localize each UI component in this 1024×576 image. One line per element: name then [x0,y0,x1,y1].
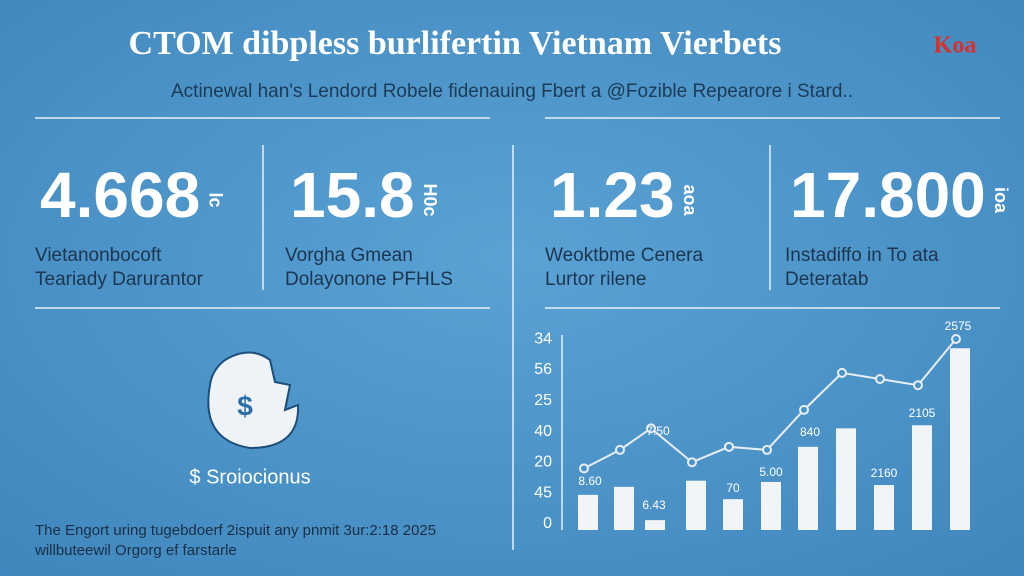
stat-unit: H0c [420,183,440,216]
y-tick-label: 56 [534,361,552,378]
line-point [837,367,847,378]
stat-unit: lc [205,192,225,207]
svg-text:$: $ [237,390,253,421]
bar [798,446,818,530]
stat-caption: Teariady Darurantor [35,269,204,290]
bar [761,481,781,530]
stat-caption: Lurtor rilene [545,269,646,290]
footer-line: The Engort uring tugebdoerf 2ispuit any … [35,522,436,539]
line-point [799,404,809,415]
annotation: 70 [726,481,740,495]
dividers [35,117,1000,550]
money-icon: $ [207,351,300,450]
stat-caption: Dolayonone PFHLS [285,269,453,290]
stat-unit: ioa [991,187,1011,214]
footer-line: willbuteewil Orgorg ef farstarle [34,542,237,559]
stat-caption: Vorgha Gmean [285,245,413,266]
bar [836,428,856,530]
y-tick-label: 25 [534,392,552,409]
stat-caption: Deteratab [785,269,868,290]
stat-number: 17.800 [790,159,986,231]
icon-caption: $ Sroiocionus [189,466,310,488]
title: CTOM dibpless burlifertin Vietnam Vierbe… [129,25,782,62]
bar [874,485,894,530]
annotation: 2105 [909,406,936,420]
line-point [646,423,656,434]
y-tick-label: 34 [534,330,552,347]
line-point [875,374,885,385]
line-point [579,463,589,474]
y-tick-label: 45 [534,484,552,501]
y-tick-label: 20 [534,454,552,471]
y-tick-label: 0 [543,515,552,532]
bar [950,348,970,530]
y-tick-label: 40 [534,423,552,440]
annotation: 5.00 [759,465,783,479]
bar [723,499,743,530]
bar [578,494,598,530]
annotation: 6.43 [642,498,666,512]
line-point [724,441,734,452]
stat-caption: Weoktbme Cenera [545,245,703,266]
annotation: 2575 [945,319,972,333]
line-point [762,444,772,455]
annotation: 7.50 [646,424,670,438]
annotation: 8.60 [578,474,602,488]
bar [686,480,706,530]
bar [645,520,665,530]
stat-number: 1.23 [550,159,675,231]
stat-caption: Vietanonbocoft [35,245,162,266]
annotation: 840 [800,425,820,439]
line-point [615,444,625,455]
stat-caption: Instadiffo in To ata [785,245,939,266]
stat-unit: aoa [680,184,700,216]
annotation: 2160 [871,466,898,480]
logo: Koa [934,33,977,59]
stat-number: 15.8 [290,159,415,231]
bar [912,425,932,530]
stat-number: 4.668 [40,159,200,231]
line-point [913,380,923,391]
line-point [687,457,697,468]
bar [614,486,634,530]
line-point [951,334,961,344]
subtitle: Actinewal han's Lendord Robele fidenauin… [171,81,853,102]
